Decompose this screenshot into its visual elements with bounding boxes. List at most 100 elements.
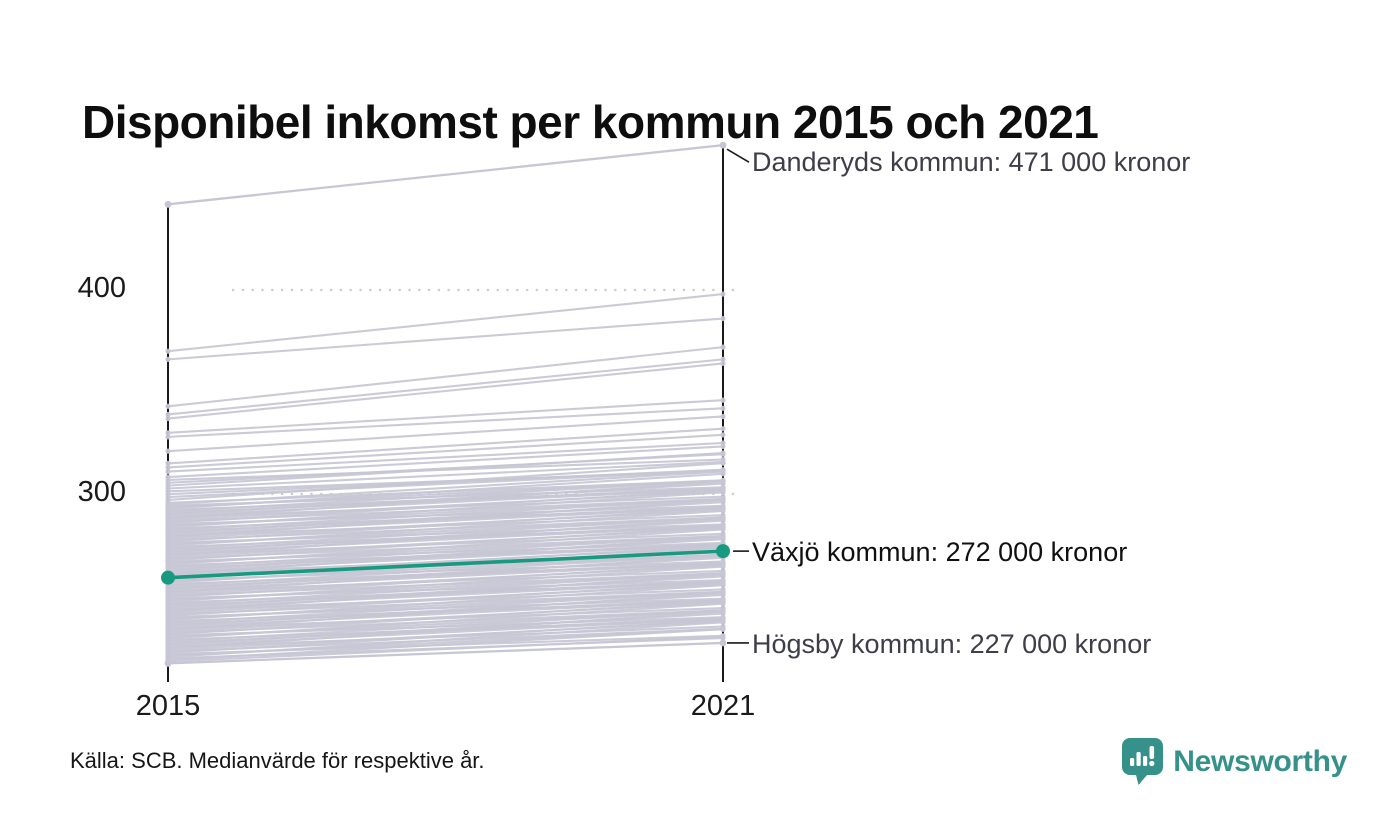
background-endpoint-dot [720,468,726,475]
background-slope-line [167,618,724,641]
background-endpoint-dot [720,459,726,465]
background-endpoint-dot [165,597,171,603]
background-endpoint-dot [720,405,726,411]
background-endpoint-dot [720,553,726,559]
background-endpoint-dot [720,477,726,483]
background-endpoint-dot [165,621,171,627]
background-endpoint-dot [720,514,726,521]
background-endpoint-dot [165,356,171,362]
background-endpoint-dot [720,542,726,548]
background-endpoint-dot [165,570,171,576]
background-endpoint-dot [720,521,726,527]
background-endpoint-dot [720,485,726,491]
background-endpoint-dot [720,541,726,547]
background-slope-line [167,612,724,646]
background-endpoint-dot [165,644,171,650]
background-endpoint-dot [165,528,171,534]
background-endpoint-dot [720,477,726,484]
background-endpoint-dot [165,573,171,579]
background-slope-line [167,519,724,553]
background-slope-line [167,590,724,620]
background-endpoint-dot [720,590,726,596]
background-slope-line [167,616,724,637]
background-endpoint-dot [720,635,726,641]
background-endpoint-dot [720,552,726,558]
background-endpoint-dot [165,500,171,506]
background-slope-line [167,495,724,519]
background-endpoint-dot [165,503,171,509]
background-endpoint-dot [165,641,171,647]
background-endpoint-dot [720,487,726,493]
background-slope-line [167,553,724,583]
background-slope-line [167,517,724,557]
background-endpoint-dot [720,634,726,640]
background-slope-line [167,293,724,353]
background-endpoint-dot [720,589,726,595]
background-endpoint-dot [165,477,171,483]
background-slope-line [167,486,724,507]
background-slope-line [167,509,724,547]
background-endpoint-dot [720,626,726,632]
background-slope-line [167,564,724,596]
background-endpoint-dot [720,600,726,606]
background-endpoint-dot [720,615,726,621]
background-endpoint-dot [165,582,171,589]
source-note: Källa: SCB. Medianvärde för respektive å… [70,748,485,773]
background-endpoint-dot [165,507,171,513]
background-slope-line [167,415,724,453]
background-slope-line [167,468,724,496]
background-endpoint-dot [720,619,726,625]
background-endpoint-dot [165,468,171,475]
background-endpoint-dot [165,538,171,544]
background-slope-line [167,598,724,626]
background-endpoint-dot [720,596,726,602]
background-endpoint-dot [165,575,171,582]
background-endpoint-dot [720,534,726,541]
background-endpoint-dot [165,531,171,537]
background-endpoint-dot [720,484,726,490]
background-endpoint-dot [720,609,726,615]
background-endpoint-dot [165,594,171,600]
background-slope-line [167,601,724,633]
background-endpoint-dot [165,600,171,606]
x-axis-label-2021: 2021 [690,690,756,722]
background-endpoint-dot [165,540,171,546]
background-endpoint-dot [165,625,171,632]
background-endpoint-dot [165,620,171,626]
background-slope-line [167,536,724,576]
background-endpoint-dot [720,496,726,502]
background-slope-line [167,507,724,530]
background-endpoint-dot [720,533,726,539]
background-endpoint-dot [720,618,726,624]
background-slope-line [167,572,724,606]
background-endpoint-dot [165,548,171,554]
background-slope-line [167,597,724,619]
background-endpoint-dot [720,533,726,539]
background-slope-line [167,628,724,661]
background-endpoint-dot [720,578,726,584]
background-endpoint-dot [720,531,726,537]
background-endpoint-dot [720,570,726,576]
background-endpoint-dot [720,589,726,595]
background-endpoint-dot [165,474,171,480]
background-endpoint-dot [165,657,171,663]
background-endpoint-dot [165,348,171,354]
background-slope-line [167,591,724,624]
background-slope-line [167,590,724,616]
background-endpoint-dot [720,543,726,549]
background-endpoint-dot [720,533,726,540]
background-slope-line [167,593,724,627]
background-slope-line [167,599,724,623]
background-endpoint-dot [165,628,171,634]
background-endpoint-dot [165,501,171,507]
background-slope-line [167,534,724,560]
background-endpoint-dot [720,504,726,510]
series-dot [716,544,730,559]
background-endpoint-dot [165,565,171,572]
background-endpoint-dot [165,560,171,566]
background-endpoint-dot [165,545,171,552]
background-slope-line [167,553,724,579]
background-endpoint-dot [720,471,726,477]
background-endpoint-dot [165,544,171,550]
annotation-vaxjo-highlight: Växjö kommun: 272 000 kronor [752,537,1128,567]
